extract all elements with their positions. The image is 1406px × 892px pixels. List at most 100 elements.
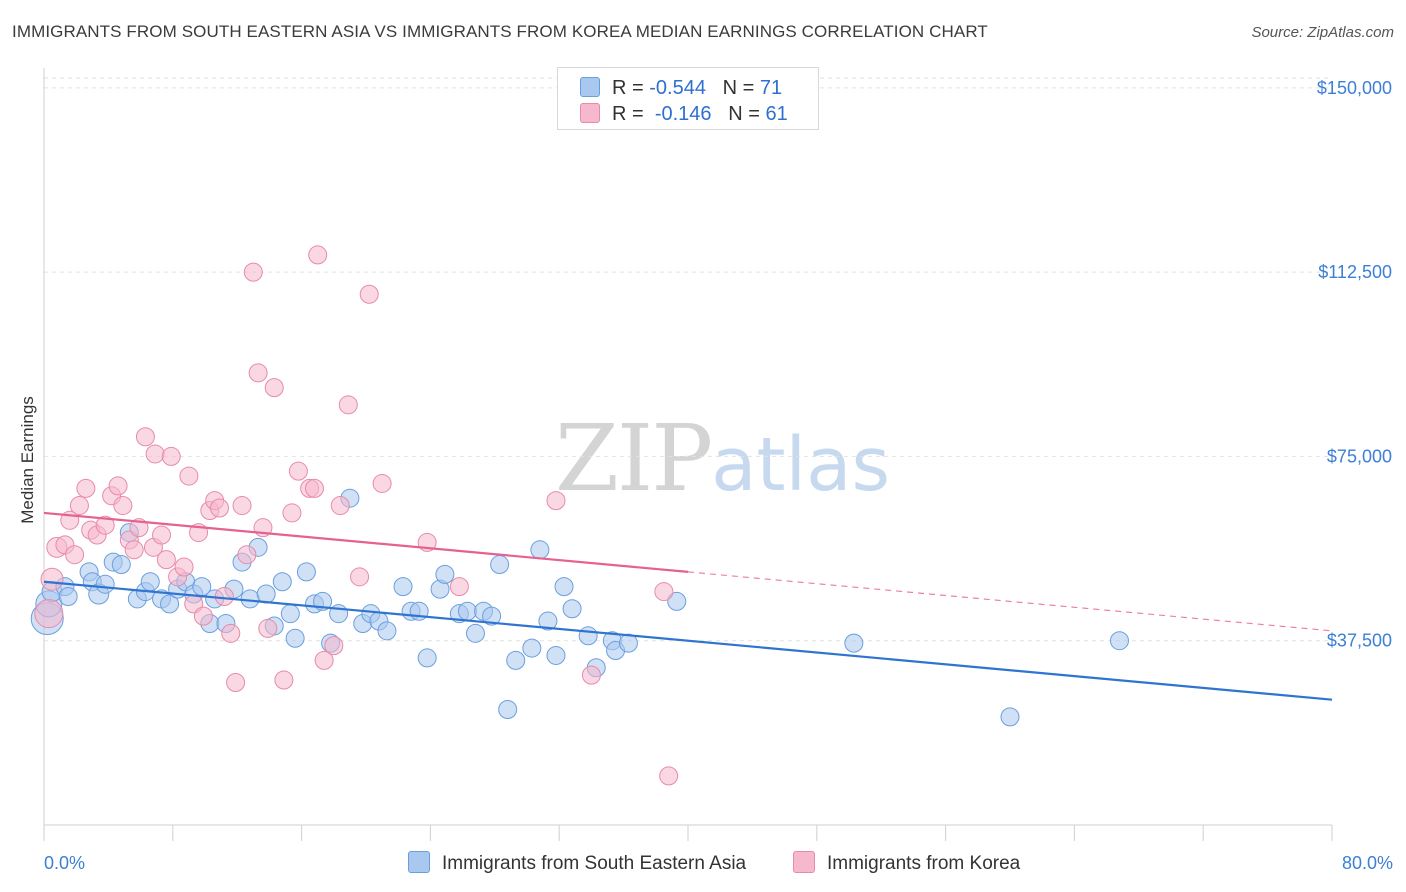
- point-korea: [659, 766, 679, 786]
- legend-r-label: R =: [612, 103, 644, 125]
- point-korea: [161, 446, 181, 466]
- legend-row-korea: R = -0.146 N = 61: [580, 103, 788, 125]
- point-korea: [113, 496, 133, 516]
- point-korea: [308, 245, 328, 265]
- point-sea: [482, 606, 502, 626]
- legend-n-label: N =: [728, 103, 760, 125]
- x-tick-label: 80.0%: [1342, 853, 1393, 873]
- trend-lines: [43, 511, 1333, 701]
- point-sea: [667, 591, 687, 611]
- point-korea: [34, 599, 64, 629]
- point-korea: [282, 503, 302, 523]
- point-korea: [314, 650, 334, 670]
- tick-labels: $37,500 $75,000 $112,500 $150,000 0.0% 80.0% M…: [18, 78, 1393, 873]
- axes: [43, 68, 1333, 841]
- watermark-zip: ZIP: [555, 405, 713, 512]
- point-korea: [69, 496, 89, 516]
- point-korea: [129, 518, 149, 538]
- point-sea: [256, 584, 276, 604]
- legend-swatch-korea: [793, 851, 815, 873]
- legend-label-sea: Immigrants from South Eastern Asia: [442, 853, 747, 874]
- source-label: Source: ZipAtlas.com: [1251, 24, 1394, 41]
- legend-swatch-sea: [408, 851, 430, 873]
- point-korea: [174, 557, 194, 577]
- point-sea: [522, 638, 542, 658]
- point-korea: [124, 540, 144, 560]
- point-korea: [243, 262, 263, 282]
- point-korea: [95, 515, 115, 535]
- point-korea: [581, 665, 601, 685]
- point-korea: [324, 636, 344, 656]
- point-sea: [1109, 631, 1129, 651]
- point-korea: [40, 567, 64, 591]
- data-points: [30, 245, 1129, 786]
- legend-label-korea: Immigrants from Korea: [827, 853, 1021, 874]
- point-sea: [844, 633, 864, 653]
- point-korea: [546, 491, 566, 511]
- point-sea: [490, 555, 510, 575]
- point-sea: [457, 601, 477, 621]
- point-sea: [465, 623, 485, 643]
- point-sea: [1000, 707, 1020, 727]
- point-korea: [221, 623, 241, 643]
- legend-swatch-sea: [580, 77, 600, 97]
- point-sea: [280, 604, 300, 624]
- trend-line-sea: [43, 580, 1333, 701]
- point-korea: [248, 363, 268, 383]
- trend-line-korea-dashed: [687, 571, 1333, 632]
- point-korea: [338, 395, 358, 415]
- point-sea: [140, 572, 160, 592]
- point-sea: [546, 645, 566, 665]
- point-korea: [274, 670, 294, 690]
- point-korea: [258, 618, 278, 638]
- point-korea: [226, 672, 246, 692]
- point-korea: [135, 427, 155, 447]
- y-tick-label: $75,000: [1327, 446, 1392, 466]
- point-korea: [179, 466, 199, 486]
- legend-n-value: 61: [765, 103, 788, 125]
- trend-line-korea: [43, 511, 689, 574]
- point-sea: [160, 594, 180, 614]
- point-sea: [498, 700, 518, 720]
- point-korea: [65, 545, 85, 565]
- legend-n-label: N =: [722, 77, 755, 99]
- point-korea: [193, 606, 213, 626]
- legend-n-value: 71: [759, 77, 783, 99]
- legend-item-sea: Immigrants from South Eastern Asia: [408, 851, 746, 875]
- point-korea: [359, 284, 379, 304]
- point-sea: [95, 574, 115, 594]
- point-sea: [435, 564, 455, 584]
- point-korea: [304, 478, 324, 498]
- point-korea: [108, 476, 128, 496]
- point-sea: [377, 621, 397, 641]
- point-sea: [530, 540, 550, 560]
- point-korea: [449, 577, 469, 597]
- point-korea: [654, 582, 674, 602]
- point-sea: [538, 611, 558, 631]
- point-sea: [285, 628, 305, 648]
- y-tick-label: $150,000: [1317, 78, 1392, 98]
- point-korea: [288, 461, 308, 481]
- legend-row-sea: R = -0.544 N = 71: [580, 77, 782, 99]
- x-tick-label: 0.0%: [44, 853, 85, 873]
- watermark: ZIPatlas: [555, 405, 890, 512]
- point-korea: [372, 473, 392, 493]
- point-sea: [58, 586, 78, 606]
- legend-r-value: -0.544: [649, 77, 706, 99]
- series-legend: Immigrants from South Eastern Asia Immig…: [0, 851, 1406, 879]
- point-sea: [272, 572, 292, 592]
- point-korea: [232, 496, 252, 516]
- point-sea: [554, 577, 574, 597]
- y-tick-label: $37,500: [1327, 631, 1392, 651]
- point-sea: [111, 555, 131, 575]
- point-korea: [152, 525, 172, 545]
- y-tick-label: $112,500: [1318, 262, 1392, 282]
- point-korea: [330, 496, 350, 516]
- legend-swatch-korea: [580, 103, 600, 123]
- point-korea: [145, 444, 165, 464]
- legend-item-korea: Immigrants from Korea: [793, 851, 1020, 875]
- y-axis-label: Median Earnings: [18, 396, 37, 524]
- point-sea: [296, 562, 316, 582]
- point-sea: [506, 650, 526, 670]
